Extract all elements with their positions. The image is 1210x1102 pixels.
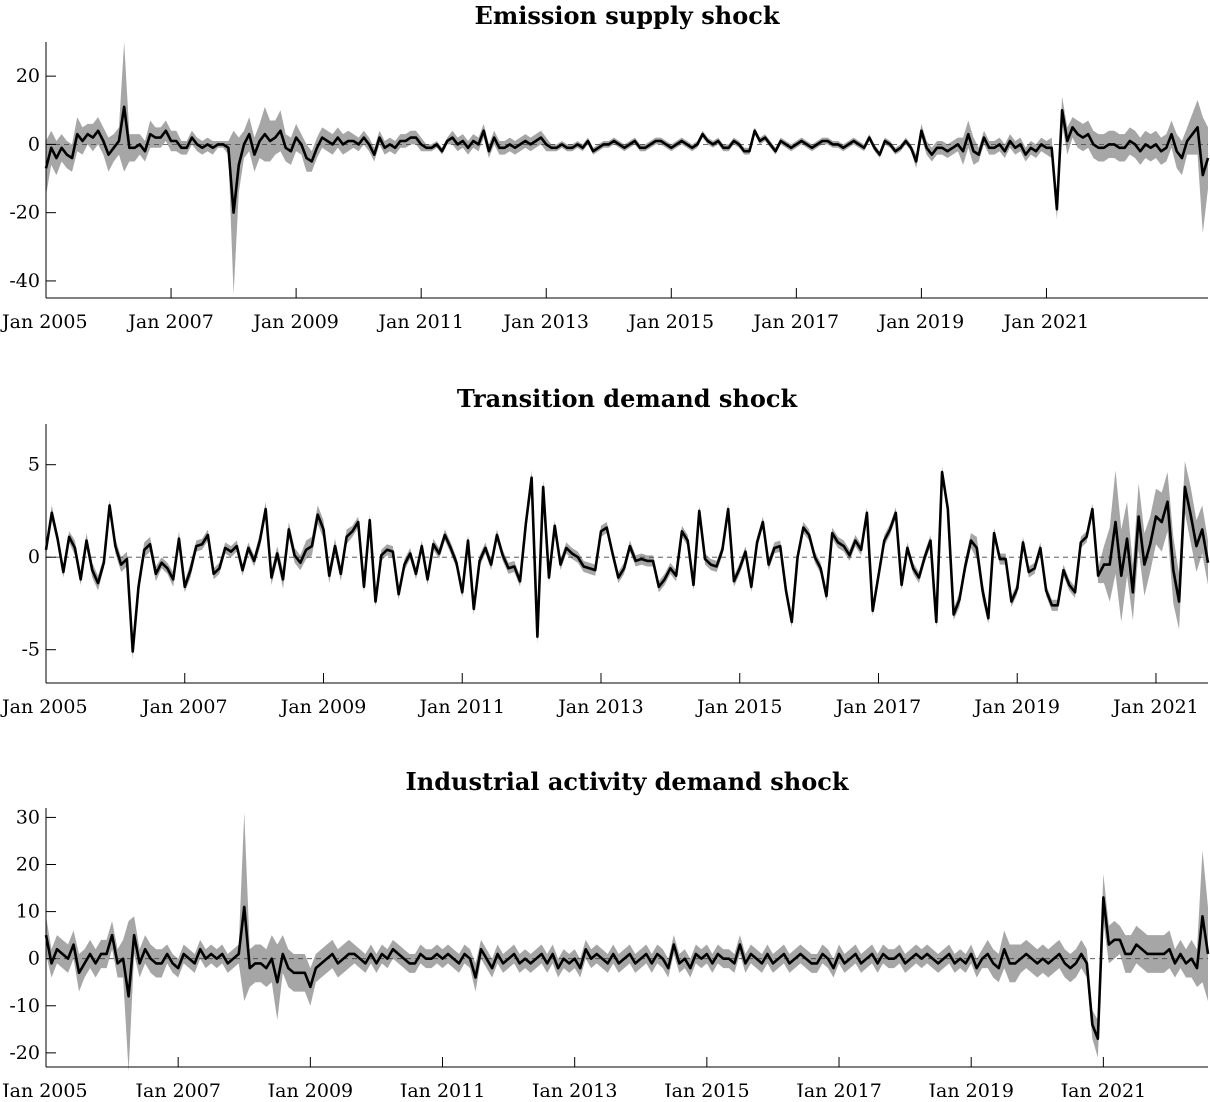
confidence-band xyxy=(46,42,1208,295)
x-tick-label: Jan 2017 xyxy=(794,1080,882,1097)
panel-1: 20 0 -20 -40 Jan 2005 Jan 2007 Jan 2009 Jan 201… xyxy=(0,1,1210,333)
x-tick-label: Jan 2007 xyxy=(133,1080,221,1097)
x-tick-label: Jan 2013 xyxy=(556,696,644,718)
x-tick-label: Jan 2011 xyxy=(417,696,505,718)
series-line xyxy=(44,105,1210,214)
x-tick-label: Jan 2007 xyxy=(126,311,214,333)
y-tick-label: 0 xyxy=(28,133,40,155)
series-line xyxy=(44,896,1210,1041)
x-tick-label: Jan 2015 xyxy=(627,311,715,333)
y-tick-label: -40 xyxy=(9,270,40,292)
x-tick-label: Jan 2021 xyxy=(1002,311,1090,333)
y-tick-label: 30 xyxy=(16,806,40,828)
x-tick-label: Jan 2019 xyxy=(877,311,965,333)
x-tick-label: Jan 2009 xyxy=(266,1080,354,1097)
y-tick-label: -10 xyxy=(9,995,40,1017)
panel-3: 30 20 10 0 -10 -20 Jan 2005 Jan 2007 Jan 2009 Jan… xyxy=(0,767,1210,1102)
y-tick-label: -20 xyxy=(9,202,40,224)
x-tick-label: Jan 2013 xyxy=(530,1080,618,1097)
x-tick-label: Jan 2005 xyxy=(0,1080,88,1097)
x-tick-label: Jan 2021 xyxy=(1059,1080,1147,1097)
y-tick-label: 20 xyxy=(16,854,40,876)
x-tick-label: Jan 2005 xyxy=(0,311,88,333)
series-line xyxy=(44,470,1210,653)
x-tick-label: Jan 2017 xyxy=(834,696,922,718)
y-tick-label: -20 xyxy=(9,1042,40,1064)
panel-title: Transition demand shock xyxy=(457,384,799,413)
y-tick-label: 0 xyxy=(28,546,40,568)
x-tick-label: Jan 2019 xyxy=(926,1080,1014,1097)
x-tick-label: Jan 2021 xyxy=(1111,696,1199,718)
x-tick-label: Jan 2009 xyxy=(279,696,367,718)
x-tick-label: Jan 2005 xyxy=(0,696,88,718)
x-tick-label: Jan 2009 xyxy=(251,311,339,333)
y-tick-label: 5 xyxy=(28,454,40,476)
x-tick-label: Jan 2019 xyxy=(972,696,1060,718)
y-tick-label: 10 xyxy=(16,901,40,923)
panel-title: Industrial activity demand shock xyxy=(406,767,850,796)
y-tick-label: -5 xyxy=(21,639,40,661)
x-tick-label: Jan 2011 xyxy=(376,311,464,333)
y-tick-label: 20 xyxy=(16,65,40,87)
panel-title: Emission supply shock xyxy=(475,1,781,30)
panel-2: 5 0 -5 Jan 2005 Jan 2007 Jan 2009 Jan 2011 Jan … xyxy=(0,384,1210,718)
x-tick-label: Jan 2011 xyxy=(398,1080,486,1097)
x-tick-label: Jan 2013 xyxy=(501,311,589,333)
x-tick-label: Jan 2015 xyxy=(695,696,783,718)
x-tick-label: Jan 2017 xyxy=(752,311,840,333)
confidence-band xyxy=(46,812,1208,1072)
x-tick-label: Jan 2007 xyxy=(140,696,228,718)
y-tick-label: 0 xyxy=(28,948,40,970)
x-tick-label: Jan 2015 xyxy=(662,1080,750,1097)
